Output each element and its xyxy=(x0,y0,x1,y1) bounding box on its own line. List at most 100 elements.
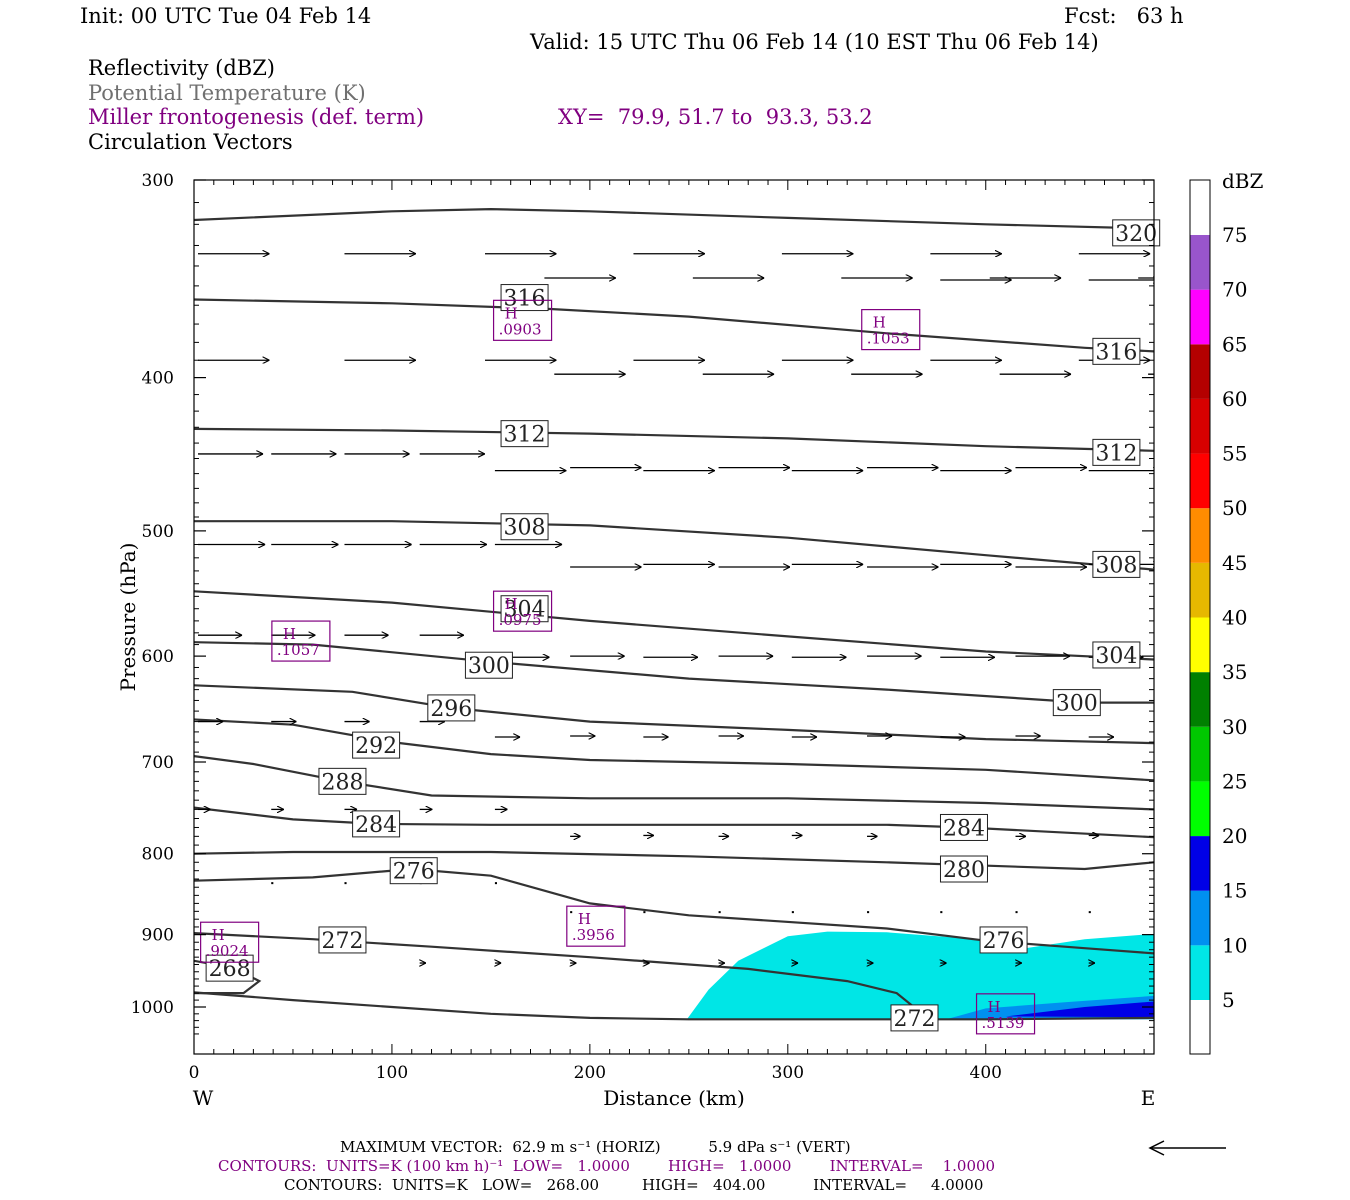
colorbar-label: 65 xyxy=(1222,332,1247,356)
colorbar-segment xyxy=(1190,945,1210,1000)
fronto-max-value: .1057 xyxy=(277,641,320,659)
contour-label-276: 276 xyxy=(983,929,1025,954)
fronto-max-box xyxy=(975,993,1036,1035)
theta-contour-292 xyxy=(194,718,1154,782)
colorbar-label: 25 xyxy=(1222,769,1247,793)
fronto-max-box xyxy=(271,620,331,662)
fronto-max-value: .9024 xyxy=(206,942,249,960)
contour-label-box xyxy=(1092,641,1141,669)
theta-contour-296 xyxy=(194,684,1154,745)
fronto-max-value: .1053 xyxy=(867,330,910,348)
colorbar: 5 10 15 20 25 30 35 40 45 50 55 60 65 70 75 dBZ xyxy=(1189,169,1264,1055)
contour-label-308: 308 xyxy=(504,516,546,541)
frontogenesis-maxima: H.0903 H.1053H.0975H.1057H.3956H.9024H.51… xyxy=(200,299,1036,1035)
colorbar-label: 20 xyxy=(1222,824,1247,848)
colorbar-segment xyxy=(1190,508,1210,563)
axes: 300 400 500 600 700 800 900 1000 0 100 200 300 400 Di… xyxy=(116,171,1155,1110)
colorbar-frame xyxy=(1189,179,1211,1055)
x-tick-label: 200 xyxy=(574,1063,606,1083)
fronto-max-box xyxy=(492,590,553,632)
section-endpoints: XY= 79.9, 51.7 to 93.3, 53.2 xyxy=(558,105,873,129)
colorbar-label: 35 xyxy=(1222,660,1247,684)
fronto-max-box xyxy=(492,299,553,341)
contour-label-box xyxy=(500,513,549,541)
theta-contour-284 xyxy=(194,806,1154,839)
colorbar-label: 40 xyxy=(1222,606,1247,630)
theta-contours xyxy=(194,207,1154,1021)
reference-vector-arrow xyxy=(1148,1140,1226,1156)
colorbar-label: 70 xyxy=(1222,278,1247,302)
contour-label-box xyxy=(352,810,401,838)
contour-label-304: 304 xyxy=(1095,644,1137,669)
y-tick-label: 900 xyxy=(142,926,174,946)
colorbar-label: 75 xyxy=(1222,223,1247,247)
contour-label-box xyxy=(500,284,549,312)
fronto-max-label: H xyxy=(283,625,296,643)
theta-contour-288 xyxy=(194,755,1154,811)
colorbar-segment xyxy=(1190,890,1210,946)
reflectivity-area-5 xyxy=(686,931,1154,1020)
y-axis-label: Pressure (hPa) xyxy=(116,543,140,692)
field-reflectivity: Reflectivity (dBZ) xyxy=(88,56,276,80)
x-axis-label: Distance (km) xyxy=(603,1086,745,1110)
x-tick-label: 100 xyxy=(376,1063,408,1083)
contour-label-box xyxy=(500,595,549,623)
contour-label-box xyxy=(500,420,549,448)
fronto-max-value: .0903 xyxy=(499,320,542,338)
reflectivity-fill xyxy=(686,931,1154,1020)
contour-label-312: 312 xyxy=(504,423,546,448)
contour-label-296: 296 xyxy=(430,697,472,722)
colorbar-label: 50 xyxy=(1222,496,1247,520)
contour-label-316: 316 xyxy=(504,287,546,312)
field-frontogenesis: Miller frontogenesis (def. term) xyxy=(88,105,425,129)
plot-frame xyxy=(193,179,1155,1055)
contour-label-box xyxy=(1092,337,1141,365)
contour-label-box xyxy=(1052,689,1101,717)
theta-contour-316 xyxy=(194,298,1154,353)
east-label: E xyxy=(1141,1086,1156,1110)
colorbar-title: dBZ xyxy=(1222,169,1264,193)
contour-labels: 320 316 316 312 312 308 308 304 304 300 300 296 292 2… xyxy=(205,219,1161,1032)
contour-label-300: 300 xyxy=(468,654,510,679)
colorbar-label: 15 xyxy=(1222,879,1247,903)
contour-label-box xyxy=(389,857,438,885)
x-tick-label: 300 xyxy=(772,1063,804,1083)
colorbar-segment xyxy=(1190,781,1210,837)
fronto-max-label: H xyxy=(578,910,591,928)
colorbar-segment xyxy=(1190,672,1210,727)
contour-label-box xyxy=(318,767,367,795)
contour-label-box xyxy=(318,926,367,954)
contour-label-box xyxy=(979,926,1028,954)
colorbar-segment xyxy=(1190,398,1210,454)
y-tick-label: 600 xyxy=(142,647,174,667)
colorbar-segment xyxy=(1190,235,1210,290)
theta-contour-320 xyxy=(194,207,1154,230)
contour-label-268: 268 xyxy=(209,957,251,982)
theta-contour-308 xyxy=(194,520,1154,571)
fronto-max-value: .5139 xyxy=(982,1014,1025,1032)
theta-contour-300 xyxy=(194,641,1154,704)
contour-label-292: 292 xyxy=(355,734,397,759)
y-tick-label: 300 xyxy=(142,171,174,191)
colorbar-segment xyxy=(1190,453,1210,509)
fronto-max-value: .0975 xyxy=(499,611,542,629)
contour-label-box xyxy=(939,813,988,841)
fronto-max-box xyxy=(861,309,921,351)
valid-time: Valid: 15 UTC Thu 06 Feb 14 (10 EST Thu … xyxy=(530,30,1099,54)
colorbar-label: 5 xyxy=(1222,988,1235,1012)
colorbar-segment xyxy=(1190,617,1210,673)
colorbar-below-5 xyxy=(1190,1000,1210,1054)
x-tick-label: 400 xyxy=(970,1063,1002,1083)
colorbar-segment xyxy=(1190,344,1210,399)
fronto-max-label: H xyxy=(505,304,518,322)
colorbar-label: 30 xyxy=(1222,715,1247,739)
max-vector-note: MAXIMUM VECTOR: 62.9 m s⁻¹ (HORIZ) 5.9 d… xyxy=(340,1138,851,1156)
y-tick-label: 700 xyxy=(142,753,174,773)
colorbar-segment xyxy=(1190,836,1210,891)
contour-label-304: 304 xyxy=(504,598,546,623)
contour-label-276: 276 xyxy=(393,860,435,885)
contour-label-284: 284 xyxy=(943,816,985,841)
forecast-hour: Fcst: 63 h xyxy=(1064,4,1184,28)
colorbar-label: 55 xyxy=(1222,442,1247,466)
